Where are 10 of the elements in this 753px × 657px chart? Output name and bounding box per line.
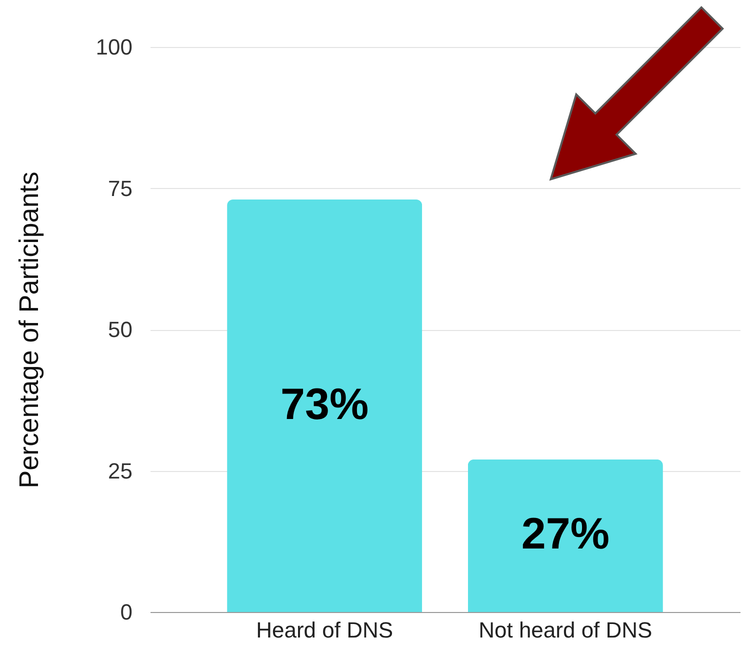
data-label: 73%	[280, 380, 369, 429]
x-tick-label: Not heard of DNS	[478, 618, 652, 642]
y-tick-label: 100	[96, 34, 132, 60]
y-tick-label: 50	[108, 317, 132, 342]
data-label: 27%	[521, 510, 610, 559]
y-tick-label: 75	[108, 176, 132, 201]
y-tick-label: 25	[108, 458, 132, 484]
x-tick-label: Heard of DNS	[256, 618, 394, 642]
y-tick-label: 0	[120, 600, 132, 624]
y-axis-title: Percentage of Participants	[14, 172, 44, 488]
